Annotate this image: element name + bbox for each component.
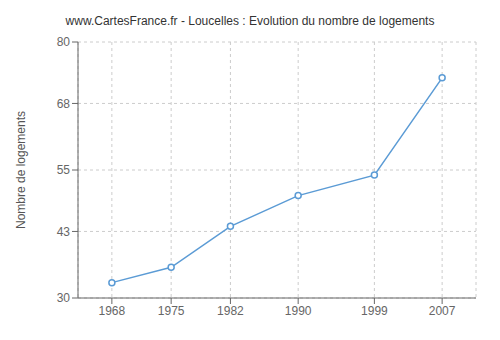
svg-text:55: 55 [57,163,71,177]
svg-text:1982: 1982 [217,304,244,318]
svg-text:2007: 2007 [429,304,456,318]
svg-text:68: 68 [57,97,71,111]
svg-text:1968: 1968 [99,304,126,318]
svg-text:80: 80 [57,35,71,49]
svg-text:1990: 1990 [285,304,312,318]
svg-text:30: 30 [57,291,71,305]
svg-text:1975: 1975 [158,304,185,318]
svg-text:43: 43 [57,225,71,239]
svg-text:Nombre de logements: Nombre de logements [14,111,28,229]
svg-text:1999: 1999 [361,304,388,318]
html-text:www.CartesFrance.fr - Loucelle: www.CartesFrance.fr - Loucelles : Evolut… [65,14,435,28]
